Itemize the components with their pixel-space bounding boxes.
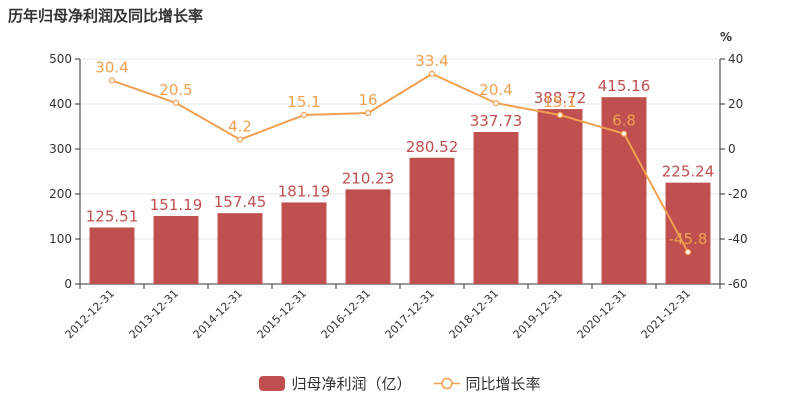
y-left-tick-label: 200: [49, 187, 72, 201]
legend-bar-label: 归母净利润（亿）: [291, 375, 412, 393]
growth-data-label: 20.5: [159, 81, 192, 99]
growth-point: [172, 99, 180, 106]
y-right-unit-label: %: [720, 30, 732, 44]
growth-point: [300, 111, 308, 119]
bar-data-label: 280.52: [406, 138, 459, 156]
growth-data-label: 15.1: [543, 93, 576, 111]
bar: [345, 189, 391, 284]
legend-item-bar[interactable]: 归母净利润（亿）: [259, 373, 412, 394]
x-tick-label: 2020-12-31: [575, 287, 629, 341]
bar: [89, 227, 135, 284]
y-right-tick-label: 40: [728, 52, 743, 66]
growth-point: [364, 109, 372, 117]
y-left-tick-label: 500: [49, 52, 72, 66]
x-tick-label: 2021-12-31: [639, 287, 693, 341]
y-left-tick-label: 300: [49, 142, 72, 156]
y-right-tick-label: 0: [728, 142, 736, 156]
growth-data-label: 16: [358, 91, 377, 109]
y-right-tick-label: -20: [728, 187, 748, 201]
bar-data-label: 415.16: [598, 77, 651, 95]
bar-data-label: 125.51: [86, 208, 139, 226]
x-tick-label: 2019-12-31: [511, 287, 565, 341]
y-left-tick-label: 0: [64, 277, 72, 291]
growth-data-label: 6.8: [612, 112, 636, 130]
bar: [537, 109, 583, 285]
y-right-tick-label: 20: [728, 97, 743, 111]
bar: [217, 213, 263, 284]
bar: [281, 202, 327, 284]
bar-data-label: 210.23: [342, 169, 395, 187]
x-tick-label: 2015-12-31: [255, 287, 309, 341]
bar-data-label: 151.19: [150, 196, 203, 214]
growth-point: [492, 99, 500, 107]
bar-data-label: 337.73: [470, 112, 523, 130]
growth-data-label: 20.4: [479, 81, 512, 99]
y-left-tick-label: 100: [49, 232, 72, 246]
bar: [473, 132, 519, 284]
growth-data-label: 4.2: [228, 118, 252, 136]
bar: [665, 182, 711, 284]
bar-data-label: 181.19: [278, 182, 331, 200]
growth-point: [236, 136, 244, 143]
x-tick-label: 2018-12-31: [447, 287, 501, 341]
growth-data-label: 15.1: [287, 93, 320, 111]
growth-data-label: -45.8: [669, 230, 708, 248]
chart-legend: 归母净利润（亿） 同比增长率: [0, 373, 800, 394]
growth-point: [620, 130, 628, 137]
y-right-tick-label: -60: [728, 277, 748, 291]
x-tick-label: 2016-12-31: [319, 287, 373, 341]
y-right-tick-label: -40: [728, 232, 748, 246]
x-tick-label: 2012-12-31: [63, 287, 117, 341]
legend-line-label: 同比增长率: [465, 375, 541, 393]
growth-data-label: 33.4: [415, 52, 448, 70]
chart-title: 历年归母净利润及同比增长率: [8, 7, 204, 25]
growth-point: [556, 111, 564, 119]
growth-point: [108, 77, 116, 84]
bar-data-label: 388.72: [534, 89, 587, 107]
bar: [409, 157, 455, 284]
legend-bar-swatch: [259, 376, 286, 391]
legend-line-swatch: [433, 377, 460, 390]
growth-line: [111, 72, 689, 253]
bar-data-label: 157.45: [214, 193, 267, 211]
growth-point: [428, 70, 436, 77]
x-tick-label: 2014-12-31: [191, 287, 245, 341]
x-tick-label: 2013-12-31: [127, 287, 181, 341]
bar-data-label: 225.24: [662, 163, 715, 181]
growth-point: [684, 248, 692, 256]
legend-item-line[interactable]: 同比增长率: [433, 373, 541, 394]
bar: [153, 215, 199, 284]
x-tick-label: 2017-12-31: [383, 287, 437, 341]
y-left-tick-label: 400: [49, 97, 72, 111]
growth-data-label: 30.4: [95, 59, 128, 77]
